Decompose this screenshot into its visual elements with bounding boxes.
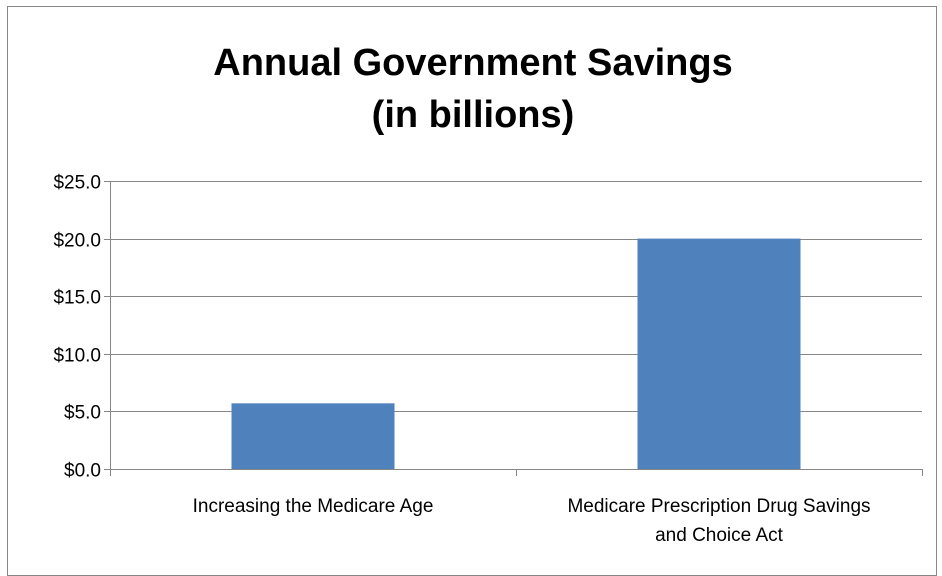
- chart-title-line-2: (in billions): [371, 94, 575, 136]
- axes: [104, 181, 923, 476]
- bars: [231, 238, 801, 469]
- x-category-label: Increasing the Medicare Age: [193, 496, 434, 517]
- y-tick-label: $15.0: [53, 288, 101, 309]
- y-tick-label: $25.0: [53, 173, 101, 194]
- tick-labels: $0.0 $5.0 $10.0 $15.0 $20.0 $25.0 Increasing t…: [53, 173, 870, 547]
- chart-title-line-1: Annual Government Savings: [213, 42, 733, 84]
- x-category-label: and Choice Act: [655, 525, 784, 546]
- bar: [637, 238, 801, 469]
- y-tick-label: $0.0: [64, 461, 101, 482]
- y-tick-label: $5.0: [64, 403, 101, 424]
- chart-title: Annual Government Savings (in billions): [8, 37, 938, 141]
- x-category-label: Medicare Prescription Drug Savings: [567, 496, 870, 517]
- bar: [231, 403, 395, 469]
- y-tick-label: $20.0: [53, 231, 101, 252]
- bar-chart-plot: $0.0 $5.0 $10.0 $15.0 $20.0 $25.0 Increasing t…: [53, 173, 923, 547]
- y-tick-label: $10.0: [53, 346, 101, 367]
